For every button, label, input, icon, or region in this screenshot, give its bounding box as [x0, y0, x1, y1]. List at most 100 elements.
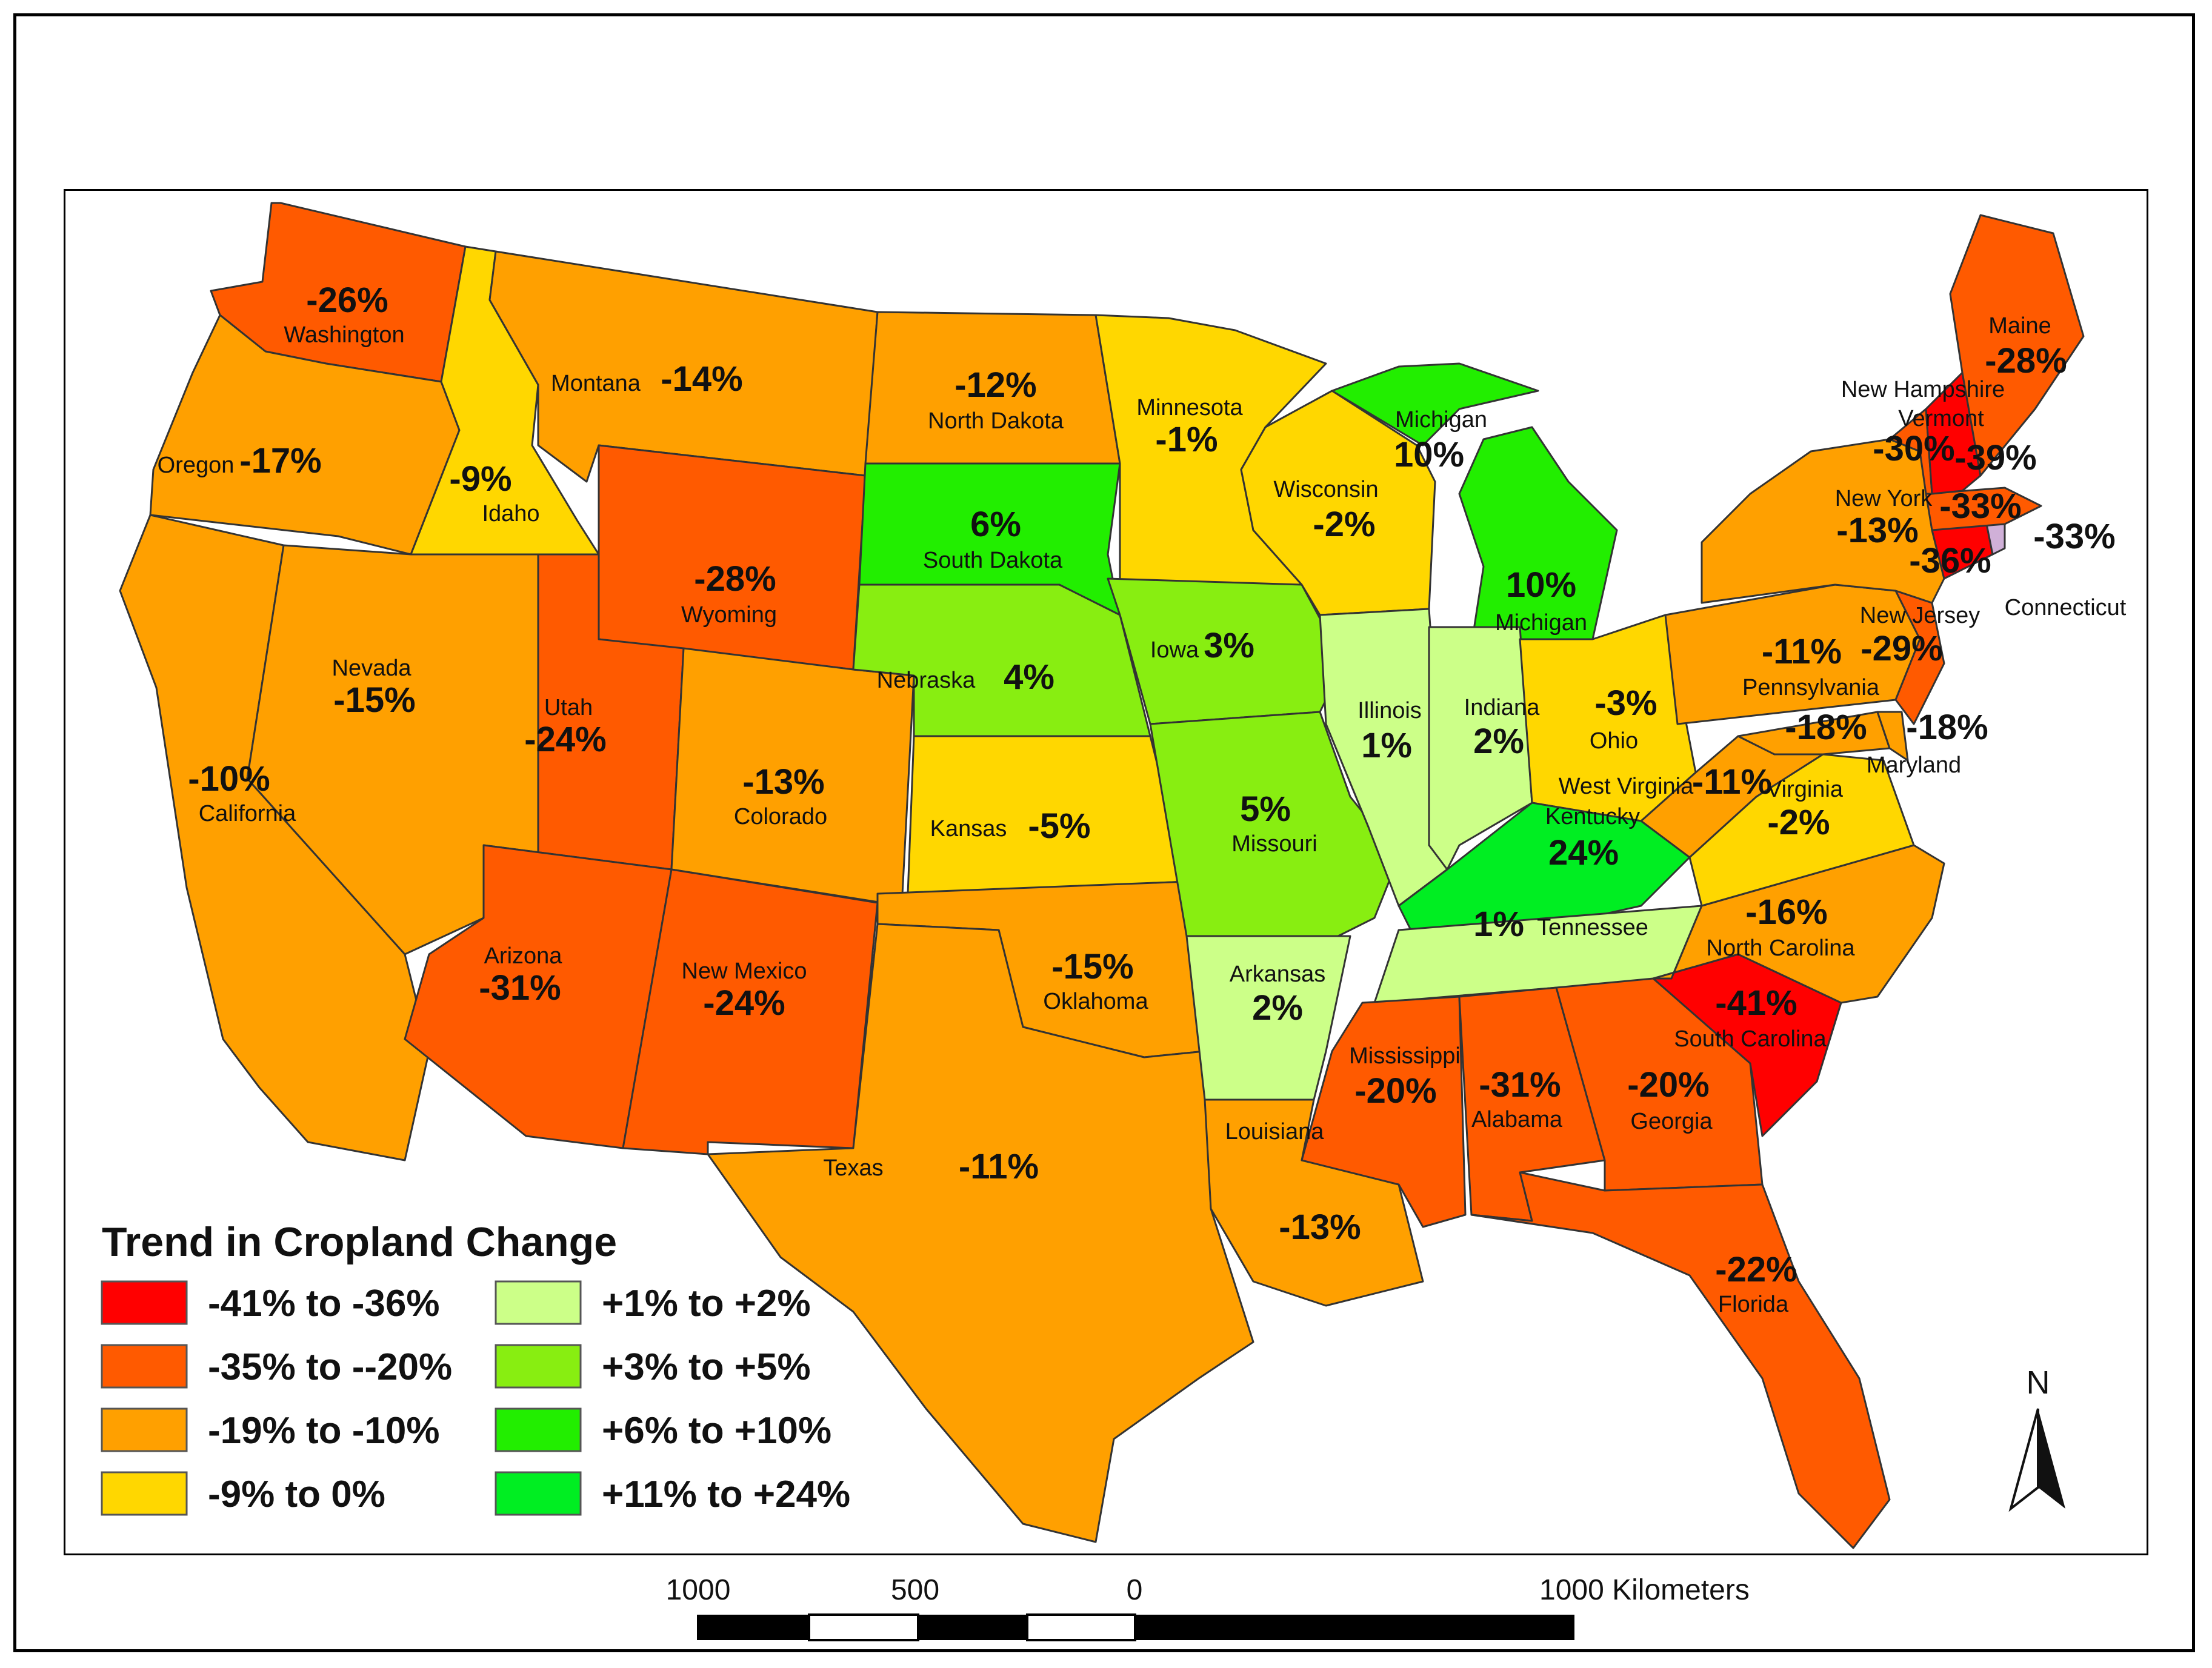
wisconsin-value: -2% — [1313, 505, 1375, 544]
ohio-name: Ohio — [1590, 728, 1638, 754]
mississippi-name: Mississippi — [1349, 1043, 1461, 1069]
montana-name: Montana — [551, 371, 641, 396]
scale-seg-3 — [918, 1615, 1027, 1640]
nevada-name: Nevada — [332, 656, 412, 681]
louisiana-name: Louisiana — [1225, 1119, 1325, 1145]
legend: Trend in Cropland Change -41% to -36% -35… — [101, 1219, 850, 1516]
vermont-value: -30% — [1873, 429, 1954, 468]
pennsylvania-value: -11% — [1762, 632, 1842, 671]
legend-label-6: +6% to +10% — [602, 1410, 831, 1452]
virginia-name: Virginia — [1767, 777, 1844, 802]
alabama-name: Alabama — [1471, 1107, 1563, 1132]
state-kentucky[interactable] — [1397, 802, 1691, 955]
pennsylvania-name: Pennsylvania — [1742, 675, 1880, 700]
north-arrow-right — [2038, 1409, 2065, 1509]
wyoming-value: -28% — [694, 559, 776, 599]
illinois-name: Illinois — [1358, 698, 1422, 723]
colorado-name: Colorado — [734, 804, 827, 829]
north-carolina-name: North Carolina — [1707, 935, 1856, 961]
minnesota-value: -1% — [1155, 420, 1218, 459]
utah-name: Utah — [544, 695, 593, 720]
state-delaware[interactable] — [1876, 711, 1909, 762]
south-dakota-name: South Dakota — [923, 548, 1063, 573]
ohio-value: -3% — [1594, 683, 1657, 723]
minnesota-name: Minnesota — [1136, 395, 1243, 420]
scale-seg-4 — [1026, 1613, 1136, 1641]
georgia-value: -20% — [1627, 1065, 1709, 1105]
state-louisiana[interactable] — [1204, 1098, 1424, 1307]
oklahoma-value: -15% — [1051, 947, 1133, 986]
maryland-name: Maryland — [1867, 753, 1961, 778]
idaho-name: Idaho — [482, 501, 539, 527]
legend-swatch-4 — [495, 1280, 582, 1325]
georgia-name: Georgia — [1630, 1109, 1713, 1134]
state-labels: -26% Washington Oregon -17% -10% Califor… — [158, 281, 2127, 1317]
michigan-name: Michigan — [1495, 610, 1587, 636]
state-massachusetts[interactable] — [1925, 487, 2042, 531]
state-texas[interactable] — [707, 923, 1254, 1543]
north-dakota-value: -12% — [954, 365, 1036, 405]
washington-value: -26% — [306, 281, 388, 320]
oklahoma-name: Oklahoma — [1043, 989, 1148, 1014]
north-arrow-left — [2008, 1408, 2039, 1512]
maine-value: -28% — [1985, 341, 2067, 380]
state-vermont[interactable] — [1888, 408, 1933, 495]
scale-label-1000: 1000 — [666, 1574, 731, 1606]
connecticut-name: Connecticut — [2005, 595, 2127, 620]
legend-swatch-3 — [101, 1471, 188, 1516]
illinois-value: 1% — [1361, 726, 1412, 765]
arizona-value: -31% — [479, 968, 561, 1008]
new-jersey-value: -29% — [1861, 629, 1942, 668]
scale-seg-5 — [1135, 1615, 1574, 1640]
california-name: California — [199, 801, 296, 826]
new-york-value: -13% — [1836, 511, 1918, 550]
state-florida[interactable] — [1470, 1171, 1891, 1549]
wisconsin-name: Wisconsin — [1273, 477, 1378, 502]
scale-label-km: 1000 Kilometers — [1539, 1574, 1750, 1606]
arkansas-value: 2% — [1252, 988, 1303, 1028]
colorado-value: -13% — [742, 762, 824, 802]
legend-swatch-2 — [101, 1407, 188, 1452]
mississippi-value: -20% — [1354, 1071, 1436, 1111]
vermont-name: Vermont — [1898, 406, 1984, 431]
michigan-up-value: 10% — [1394, 435, 1464, 474]
louisiana-value: -13% — [1279, 1208, 1361, 1247]
legend-label-7: +11% to +24% — [602, 1474, 850, 1515]
state-maryland[interactable] — [1737, 711, 1891, 756]
texas-value: -11% — [959, 1147, 1039, 1186]
missouri-value: 5% — [1240, 789, 1291, 829]
florida-name: Florida — [1718, 1292, 1789, 1317]
indiana-value: 2% — [1473, 722, 1524, 761]
state-maine[interactable] — [1949, 214, 2085, 477]
state-mississippi[interactable] — [1301, 995, 1467, 1228]
north-carolina-value: -16% — [1745, 892, 1827, 932]
virginia-value: -2% — [1767, 803, 1830, 842]
iowa-name: Iowa — [1150, 637, 1199, 663]
state-arkansas[interactable] — [1185, 935, 1351, 1101]
alabama-value: -31% — [1479, 1065, 1561, 1105]
florida-value: -22% — [1715, 1250, 1797, 1289]
michigan-value: 10% — [1506, 565, 1576, 605]
legend-swatch-1 — [101, 1344, 188, 1389]
figure-frame — [13, 13, 2195, 1652]
kentucky-name: Kentucky — [1545, 804, 1640, 829]
arkansas-name: Arkansas — [1230, 962, 1325, 987]
legend-swatch-0 — [101, 1280, 188, 1325]
state-indiana[interactable] — [1428, 626, 1533, 871]
michigan-up-name: Michigan — [1395, 407, 1487, 433]
indiana-name: Indiana — [1464, 695, 1541, 720]
north-dakota-name: North Dakota — [928, 408, 1064, 434]
scale-seg-1 — [697, 1615, 809, 1640]
west-virginia-value: -11% — [1692, 762, 1772, 802]
us-map: -26% Washington Oregon -17% -10% Califor… — [101, 202, 2127, 1549]
legend-label-0: -41% to -36% — [208, 1283, 439, 1324]
legend-label-1: -35% to --20% — [208, 1346, 452, 1388]
iowa-value: 3% — [1204, 626, 1254, 665]
maine-name: Maine — [1988, 313, 2051, 339]
legend-swatch-5 — [495, 1344, 582, 1389]
kansas-value: -5% — [1028, 806, 1090, 846]
delaware-value: -18% — [1906, 708, 1988, 747]
state-colorado[interactable] — [670, 647, 915, 907]
state-michigan-upper[interactable] — [1331, 362, 1539, 447]
